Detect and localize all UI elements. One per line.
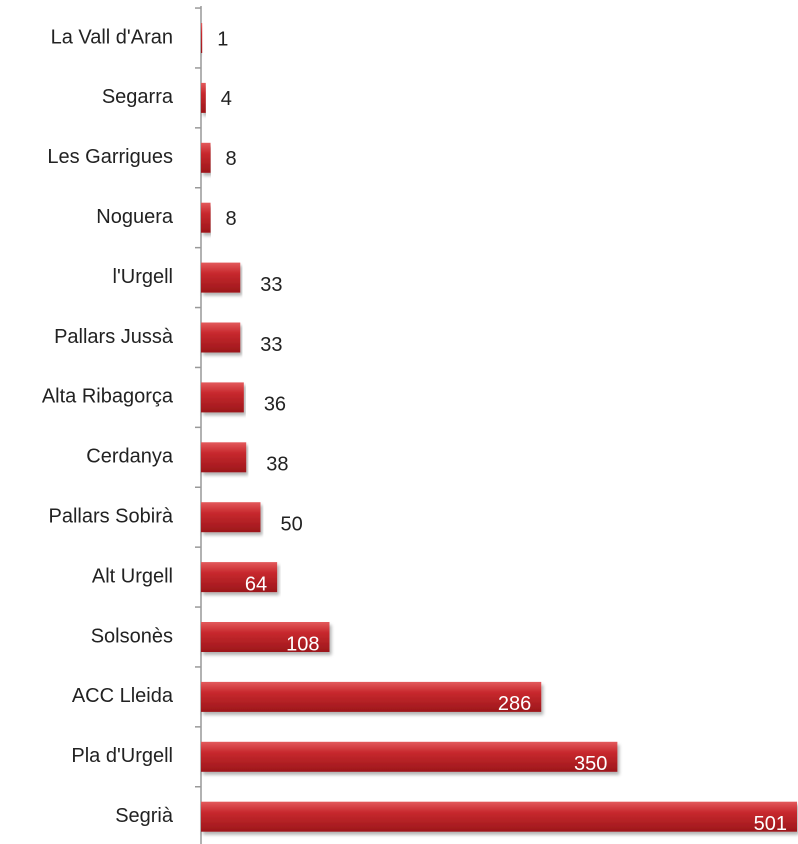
- bar: [201, 681, 542, 712]
- bar: [201, 741, 618, 772]
- value-label: 4: [221, 88, 232, 110]
- category-label: l'Urgell: [113, 266, 174, 288]
- value-label: 501: [754, 813, 787, 835]
- value-label: 8: [226, 148, 237, 170]
- category-label: Segrià: [115, 805, 174, 827]
- value-label: 286: [498, 693, 531, 715]
- value-label: 64: [245, 573, 267, 595]
- value-label: 50: [280, 513, 302, 535]
- bar: [201, 502, 261, 533]
- category-label: Cerdanya: [86, 446, 174, 468]
- bar: [201, 262, 241, 293]
- category-label: La Vall d'Aran: [51, 26, 173, 48]
- value-label: 108: [286, 633, 319, 655]
- value-label: 350: [574, 753, 607, 775]
- bar: [201, 82, 206, 113]
- bar: [201, 801, 797, 832]
- bar: [201, 562, 278, 593]
- value-label: 38: [266, 454, 288, 476]
- value-label: 1: [217, 28, 228, 50]
- bar: [201, 202, 211, 233]
- bar: [201, 382, 244, 413]
- category-label: ACC Lleida: [72, 685, 174, 707]
- bar: [201, 442, 247, 473]
- value-label: 8: [226, 208, 237, 230]
- value-label: 33: [260, 274, 282, 296]
- category-label: Les Garrigues: [47, 146, 173, 168]
- category-label: Solsonès: [91, 625, 173, 647]
- category-label: Alt Urgell: [92, 565, 173, 587]
- category-label: Segarra: [102, 86, 174, 108]
- category-label: Pallars Sobirà: [48, 505, 173, 527]
- bar: [201, 142, 211, 173]
- bar: [201, 622, 330, 652]
- category-label: Pallars Jussà: [54, 326, 174, 348]
- category-label: Pla d'Urgell: [71, 745, 173, 767]
- value-label: 36: [264, 394, 286, 416]
- category-label: Alta Ribagorça: [42, 386, 174, 408]
- bar: [201, 322, 241, 353]
- category-label: Noguera: [96, 206, 174, 228]
- value-label: 33: [260, 334, 282, 356]
- bar: [201, 23, 203, 53]
